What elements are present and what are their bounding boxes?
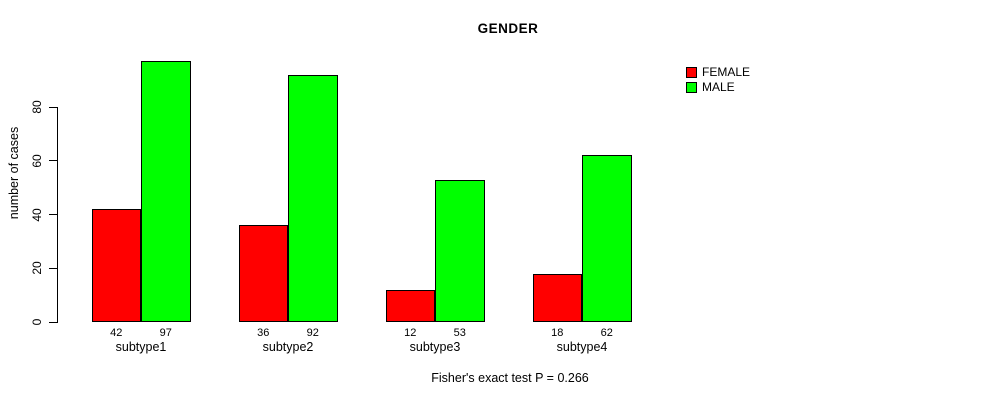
bar-value-label: 97 [159,327,172,339]
bar-female-subtype3 [385,289,435,322]
y-tick-label: 40 [30,207,44,222]
chart-title: GENDER [477,21,539,36]
bar-male-subtype1 [141,61,191,322]
bar-male-subtype2 [288,74,338,322]
bar-value-label: 62 [600,327,613,339]
fisher-test-caption: Fisher's exact test P = 0.266 [431,371,589,385]
bar-male-subtype4 [582,155,632,322]
y-axis-label: number of cases [7,126,21,220]
y-tick-label: 60 [30,154,44,168]
y-tick-label: 0 [30,318,44,326]
bar-value-label: 18 [551,327,564,339]
x-category-label: subtype3 [409,340,461,354]
legend-item-female: FEMALE [686,65,750,80]
y-tick-label: 20 [30,261,44,275]
y-tick-mark [49,321,57,323]
bar-value-label: 53 [453,327,466,339]
bar-female-subtype2 [238,225,288,322]
legend-label: FEMALE [702,65,751,79]
x-category-label: subtype1 [115,340,167,354]
y-tick-mark [49,267,57,269]
bar-female-subtype4 [532,273,582,322]
x-category-label: subtype2 [262,340,314,354]
y-tick-label: 80 [30,100,44,114]
bar-value-label: 92 [306,327,319,339]
legend-item-male: MALE [686,80,750,95]
y-tick-mark [49,106,57,108]
x-category-label: subtype4 [556,340,608,354]
legend-label: MALE [702,80,735,94]
y-tick-mark [49,160,57,162]
legend-swatch-male [686,82,697,93]
bar-value-label: 42 [110,327,123,339]
y-axis-line [57,107,58,323]
bar-male-subtype3 [435,179,485,322]
bar-value-label: 12 [404,327,417,339]
bar-value-label: 36 [257,327,270,339]
chart-legend: FEMALE MALE [686,65,750,95]
legend-swatch-female [686,67,697,78]
y-tick-mark [49,214,57,215]
bar-female-subtype1 [91,209,141,322]
